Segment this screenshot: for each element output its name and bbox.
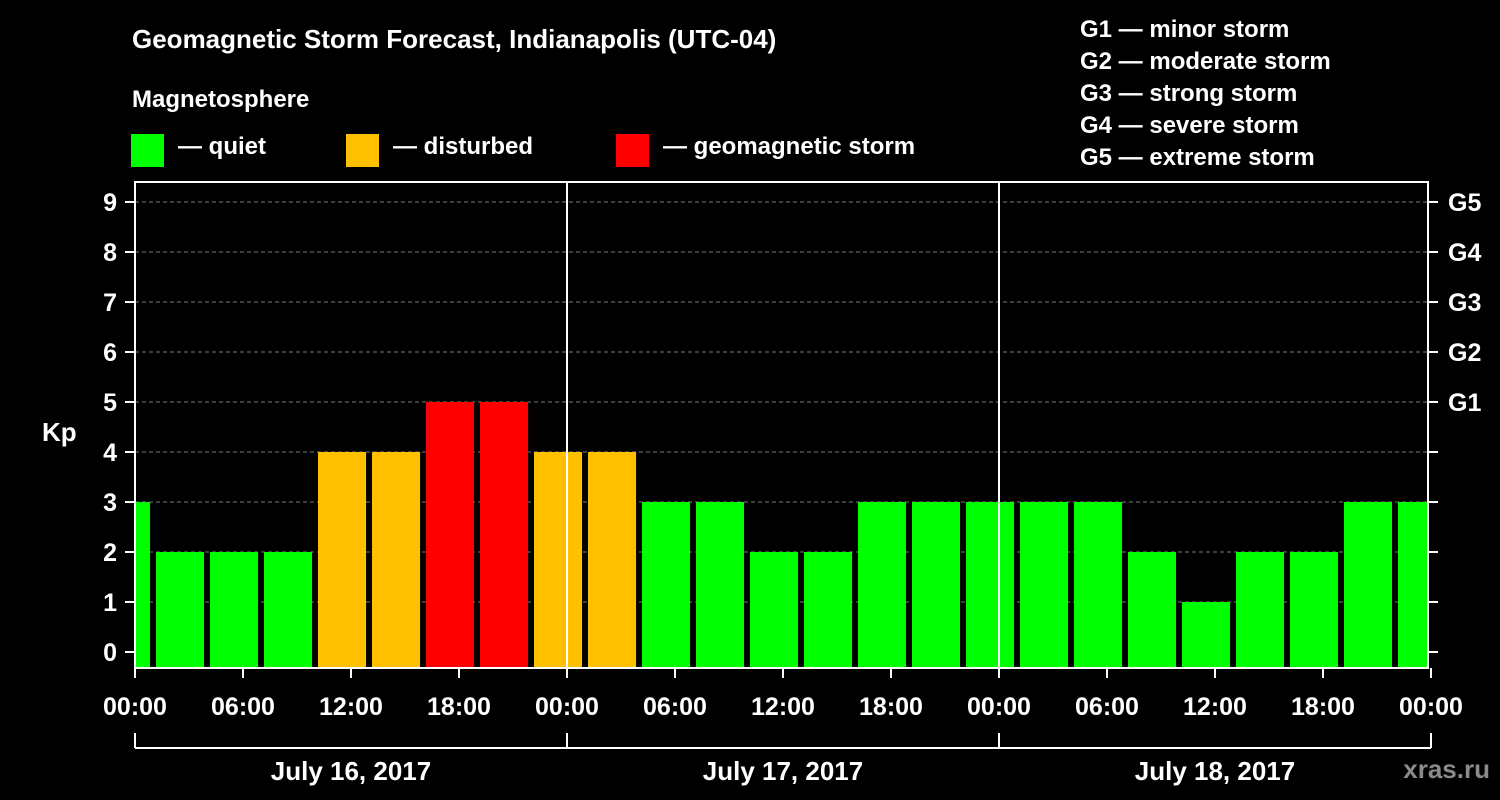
legend-swatch-storm xyxy=(616,134,649,167)
kp-bar xyxy=(804,552,853,668)
g-scale-item-g5: G5 — extreme storm xyxy=(1080,144,1315,171)
kp-bar xyxy=(750,552,799,668)
watermark: xras.ru xyxy=(1403,754,1490,784)
kp-bar xyxy=(858,502,907,668)
kp-bar xyxy=(1182,602,1231,668)
kp-bar xyxy=(136,502,151,668)
kp-bar xyxy=(912,502,961,668)
y-tick-label: 8 xyxy=(103,239,117,267)
kp-bar xyxy=(318,452,367,668)
kp-bar xyxy=(1128,552,1177,668)
y-tick-label: 9 xyxy=(103,189,117,217)
y-tick-label: 5 xyxy=(103,389,117,417)
day-label: July 18, 2017 xyxy=(1135,756,1295,786)
y-tick-label: 2 xyxy=(103,539,117,567)
x-tick-label: 06:00 xyxy=(211,693,275,721)
x-tick-label: 00:00 xyxy=(967,693,1031,721)
x-tick-label: 12:00 xyxy=(1183,693,1247,721)
legend-label-quiet: — quiet xyxy=(178,133,266,160)
x-tick-label: 18:00 xyxy=(427,693,491,721)
kp-bar xyxy=(210,552,259,668)
kp-bar xyxy=(372,452,421,668)
kp-bar xyxy=(966,502,1015,668)
kp-bar xyxy=(264,552,313,668)
x-tick-label: 18:00 xyxy=(859,693,923,721)
x-tick-label: 00:00 xyxy=(1399,693,1463,721)
y-tick-label: 3 xyxy=(103,489,117,517)
kp-bar xyxy=(1344,502,1393,668)
kp-bar xyxy=(1074,502,1123,668)
g-scale-item-g4: G4 — severe storm xyxy=(1080,112,1299,139)
chart-title: Geomagnetic Storm Forecast, Indianapolis… xyxy=(132,24,777,54)
kp-bar xyxy=(1236,552,1285,668)
y-tick-label: 7 xyxy=(103,289,117,317)
legend-swatch-disturbed xyxy=(346,134,379,167)
x-tick-label: 18:00 xyxy=(1291,693,1355,721)
y-axis-label: Kp xyxy=(42,417,77,447)
y-tick-label: 0 xyxy=(103,639,117,667)
magnetosphere-legend-title: Magnetosphere xyxy=(132,86,310,113)
plot-frame xyxy=(134,181,1429,669)
day-label: July 17, 2017 xyxy=(703,756,863,786)
kp-bar xyxy=(1020,502,1069,668)
x-tick-label: 06:00 xyxy=(1075,693,1139,721)
kp-bar xyxy=(1398,502,1427,668)
kp-bar xyxy=(1290,552,1339,668)
y-tick-label: 1 xyxy=(103,589,117,617)
legend-label-disturbed: — disturbed xyxy=(393,133,534,160)
legend-label-storm: — geomagnetic storm xyxy=(663,133,916,160)
kp-bar xyxy=(588,452,637,668)
g-scale-item-g2: G2 — moderate storm xyxy=(1080,48,1331,75)
g-scale-item-g1: G1 — minor storm xyxy=(1080,16,1290,43)
day-label: July 16, 2017 xyxy=(271,756,431,786)
x-tick-label: 00:00 xyxy=(535,693,599,721)
kp-bar xyxy=(480,402,529,668)
g-tick-label: G2 xyxy=(1448,339,1481,367)
x-tick-label: 12:00 xyxy=(319,693,383,721)
legend-swatch-quiet xyxy=(131,134,164,167)
y-tick-label: 4 xyxy=(103,439,117,467)
g-tick-label: G3 xyxy=(1448,289,1481,317)
g-tick-label: G5 xyxy=(1448,189,1481,217)
kp-bar xyxy=(156,552,205,668)
kp-bar xyxy=(534,452,583,668)
x-tick-label: 12:00 xyxy=(751,693,815,721)
y-tick-label: 6 xyxy=(103,339,117,367)
g-tick-label: G4 xyxy=(1448,239,1481,267)
x-tick-label: 00:00 xyxy=(103,693,167,721)
g-scale-item-g3: G3 — strong storm xyxy=(1080,80,1298,107)
kp-bar xyxy=(426,402,475,668)
x-tick-label: 06:00 xyxy=(643,693,707,721)
kp-bar xyxy=(642,502,691,668)
kp-bar xyxy=(696,502,745,668)
g-tick-label: G1 xyxy=(1448,389,1481,417)
